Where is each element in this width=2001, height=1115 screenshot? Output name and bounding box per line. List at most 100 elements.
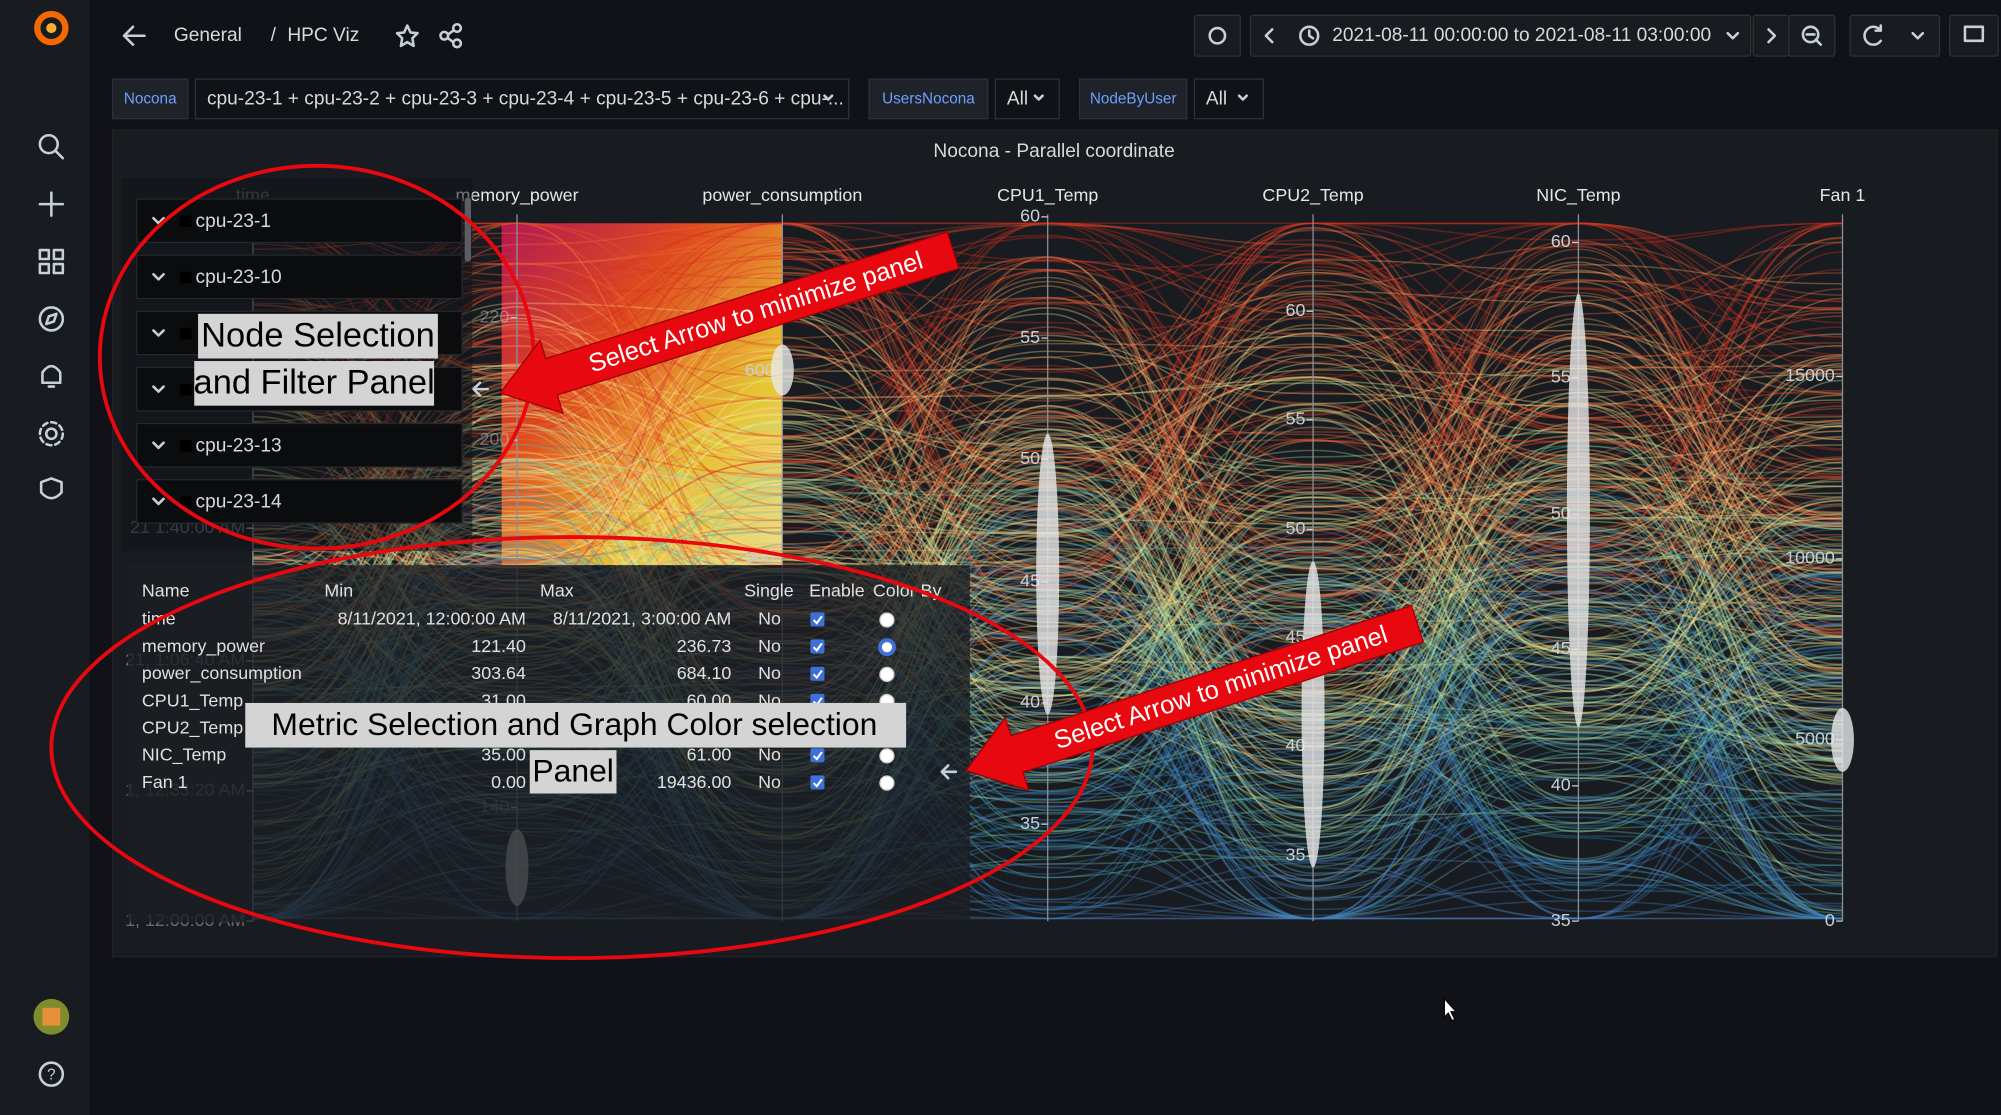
metric-max: 8/11/2021, 3:00:00 AM [553,609,731,629]
polyline [252,458,1843,906]
node-panel-minimize[interactable] [472,381,489,397]
color-by-radio[interactable] [878,638,896,657]
variable-value[interactable]: All [1007,89,1028,110]
polyline [252,222,1843,635]
metric-min: 121.40 [471,636,526,656]
axis-tick-label: 40 [1020,692,1040,712]
zoom-out-button[interactable] [1788,14,1836,57]
metric-panel-minimize[interactable] [940,764,958,780]
color-by-radio[interactable] [879,775,895,791]
polyline [252,222,1843,522]
star-button[interactable] [395,24,419,48]
node-expand[interactable] [152,497,165,506]
time-back[interactable] [1264,28,1274,44]
grafana-logo[interactable] [34,10,69,46]
color-by-radio[interactable] [879,666,895,683]
tv-icon [1963,25,1985,43]
variable-select[interactable] [194,78,850,120]
variable-value[interactable]: cpu-23-1 + cpu-23-2 + cpu-23-3 + cpu-23-… [207,89,844,110]
metric-name: CPU2_Temp [142,717,243,738]
axis-name[interactable]: memory_power [455,185,578,206]
node-swatch [180,215,192,228]
annotation-label-bg [198,313,438,359]
polyline [252,222,1843,616]
node-expand[interactable] [152,273,165,281]
column-header: Enable [809,581,865,601]
variable-select[interactable] [994,78,1060,120]
clock-hands [1307,29,1315,40]
metric-single: No [758,609,781,629]
axis-tick-label: 0 [1825,910,1835,930]
metric-max: 684.10 [677,663,732,683]
back-arrow[interactable] [122,25,146,46]
polyline [252,342,1843,599]
polyline [252,239,1843,583]
column-header: Single [744,581,794,601]
toolbar: 2021-08-11 00:00:00 to 2021-08-11 03:00:… [1193,14,1999,57]
metric-min: 0.00 [491,772,526,792]
axis-name[interactable]: Fan 1 [1820,185,1866,205]
node-expand[interactable] [152,441,165,450]
node-expand[interactable] [152,385,165,393]
node-expand[interactable] [152,216,165,225]
time-dropdown[interactable] [1726,31,1740,40]
share-button[interactable] [439,22,463,49]
node-name[interactable]: cpu-23-1 [196,211,271,232]
polyline [252,222,1843,557]
node-swatch [180,496,192,508]
checkmark [812,669,823,680]
time-forward-button[interactable] [1752,14,1790,57]
node-expand[interactable] [152,329,165,337]
mouse-cursor [1443,997,1458,1022]
violin [1301,561,1325,868]
enable-checkbox[interactable] [810,748,825,763]
axis-tick-label: 600 [745,360,775,380]
color-by-radio[interactable] [879,612,895,628]
axis-name[interactable]: NIC_Temp [1536,185,1620,206]
polyline [252,222,1843,649]
tv-mode-button[interactable] [1949,14,1999,57]
axis-name[interactable]: power_consumption [702,185,862,206]
polyline [252,408,1843,873]
breadcrumb-folder[interactable]: General [174,25,242,46]
metric-min: 8/11/2021, 12:00:00 AM [338,609,526,629]
polyline [252,376,1843,790]
enable-checkbox[interactable] [810,639,825,654]
zoom-icon [1801,25,1823,46]
axis-tick-label: 200 [480,429,510,449]
axis-name[interactable]: CPU2_Temp [1262,185,1363,206]
dashboard-title: HPC Viz [287,25,359,46]
variable-value[interactable]: All [1206,89,1227,110]
column-header: Color By [873,581,942,601]
annotation-label: Node Selection [201,317,435,355]
refresh-button[interactable] [1849,14,1941,57]
polyline [252,222,1843,486]
user-avatar[interactable] [33,998,70,1035]
color-by-radio[interactable] [879,748,895,764]
node-name[interactable]: cpu-23-13 [196,436,282,457]
metric-single: No [758,772,781,792]
polyline [252,222,1843,436]
node-name[interactable]: cpu-23-10 [196,267,282,288]
settings-button[interactable] [1193,14,1241,57]
sidebar-icons[interactable]: ? [38,133,65,1087]
axis-tick-label: 35 [1020,813,1040,833]
polyline [252,223,1843,633]
time-range[interactable]: 2021-08-11 00:00:00 to 2021-08-11 03:00:… [1332,25,1711,46]
annotation-label: Panel [532,753,614,789]
variable-label-box [868,78,989,120]
refresh-dropdown[interactable] [1911,31,1925,40]
time-picker[interactable] [1249,14,1752,57]
enable-checkbox[interactable] [810,666,825,681]
violin [770,344,794,396]
enable-checkbox[interactable] [810,775,825,790]
axis-tick-label: 55 [1551,366,1571,386]
enable-checkbox[interactable] [810,612,825,627]
node-swatch [180,327,192,340]
axis-name[interactable]: CPU1_Temp [997,185,1098,206]
node-name[interactable]: cpu-23-14 [196,492,282,513]
node-scrollbar[interactable] [464,197,472,262]
column-header: Max [540,581,574,601]
variable-select[interactable] [1193,78,1264,120]
